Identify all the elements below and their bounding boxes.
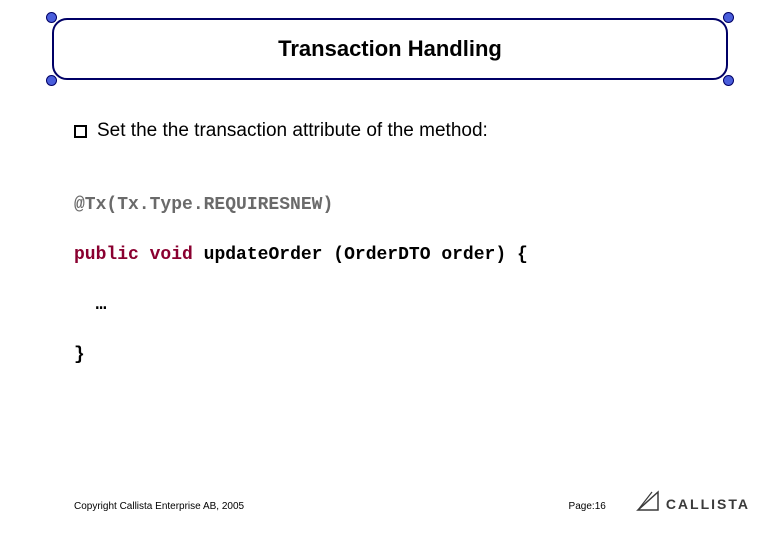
logo-text: CALLISTA (666, 496, 750, 512)
footer: Copyright Callista Enterprise AB, 2005 P… (74, 490, 750, 512)
code-block: @Tx(Tx.Type.REQUIRESNEW) public void upd… (74, 196, 528, 396)
bullet-square-icon (74, 125, 87, 138)
code-annotation: @Tx(Tx.Type.REQUIRESNEW) (74, 195, 333, 215)
code-params: (OrderDTO order) (333, 245, 506, 265)
logo: CALLISTA (636, 490, 750, 512)
page-number: Page:16 (569, 501, 606, 512)
corner-dot-icon (723, 75, 734, 86)
logo-triangle-icon (636, 490, 660, 512)
corner-dot-icon (723, 12, 734, 23)
bullet-row: Set the the transaction attribute of the… (74, 120, 488, 142)
code-method-name: updateOrder (204, 245, 323, 265)
slide-title: Transaction Handling (278, 36, 502, 62)
code-brace-open: { (517, 245, 528, 265)
title-box: Transaction Handling (52, 18, 728, 80)
title-container: Transaction Handling (52, 18, 728, 80)
code-signature-line: public void updateOrder (OrderDTO order)… (74, 246, 528, 264)
page-wrap: Page:16 CALLISTA (569, 490, 750, 512)
corner-dot-icon (46, 75, 57, 86)
corner-dot-icon (46, 12, 57, 23)
code-brace-close: } (74, 345, 85, 365)
code-brace-close-line: } (74, 346, 528, 364)
code-ellipsis: … (96, 295, 107, 315)
code-annotation-line: @Tx(Tx.Type.REQUIRESNEW) (74, 196, 528, 214)
code-keyword-void: void (150, 245, 193, 265)
code-body-line: … (74, 296, 528, 314)
bullet-text: Set the the transaction attribute of the… (97, 120, 488, 142)
code-keyword-public: public (74, 245, 139, 265)
copyright-text: Copyright Callista Enterprise AB, 2005 (74, 501, 244, 512)
